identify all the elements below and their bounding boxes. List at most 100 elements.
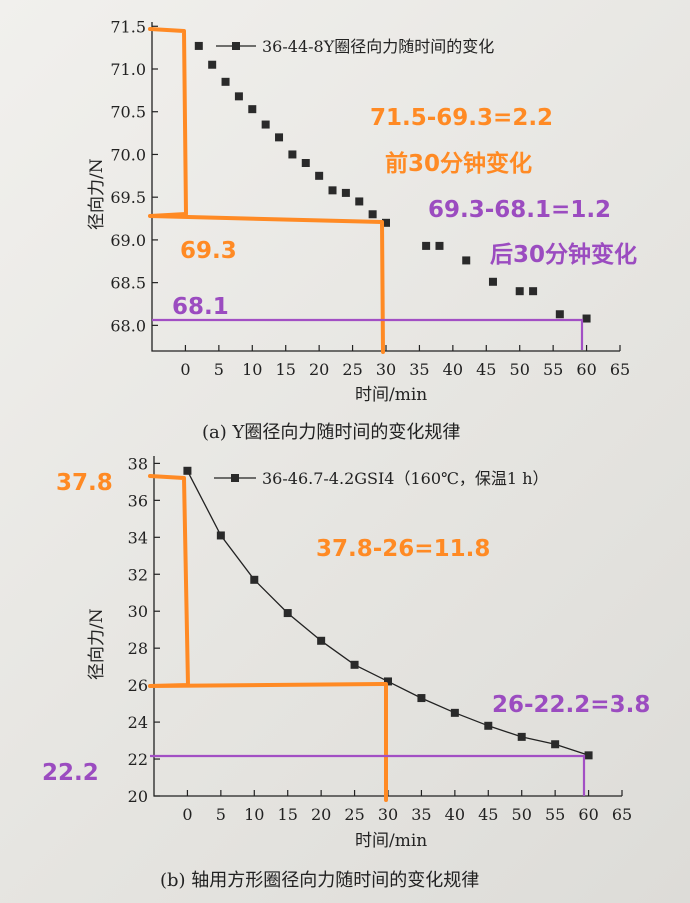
- legend-a-label: 36-44-8Y圈径向力随时间的变化: [262, 37, 494, 56]
- x-tick-label: 35: [409, 360, 429, 379]
- x-tick-label: 15: [276, 360, 296, 379]
- y-tick-label: 20: [128, 787, 148, 806]
- data-point: [382, 218, 390, 227]
- x-tick-label: 55: [545, 805, 565, 824]
- x-tick-label: 30: [376, 360, 396, 379]
- chart-panel-b: 0 5 10 15 20 25 30 35 40 45 50 55 60 65 20 22 24 26 28 30 3…: [42, 454, 650, 891]
- y-tick-label: 34: [128, 528, 148, 547]
- x-tick-label: 0: [182, 805, 192, 824]
- y-tick-label: 68.5: [110, 274, 146, 293]
- data-point: [328, 186, 337, 195]
- data-point: [488, 277, 497, 286]
- data-point: [435, 241, 444, 250]
- caption-b: (b) 轴用方形圈径向力随时间的变化规律: [160, 870, 479, 891]
- annot-b-end-value: 22.2: [42, 760, 99, 786]
- x-tick-label: 10: [242, 360, 262, 379]
- x-tick-label: 50: [512, 805, 532, 824]
- axes-a: [151, 22, 620, 352]
- data-point: [341, 188, 350, 197]
- x-axis-title-a: 时间/min: [355, 385, 427, 405]
- data-point: [221, 77, 230, 86]
- y-tick-label: 69.0: [110, 231, 146, 250]
- data-point: [183, 466, 192, 475]
- x-tick-label: 10: [244, 805, 264, 824]
- legend-a-marker: [232, 42, 240, 50]
- annot-a-first-note: 前30分钟变化: [385, 150, 532, 177]
- x-tick-label: 5: [214, 360, 224, 379]
- x-tick-label: 60: [578, 805, 598, 824]
- y-tick-label: 70.5: [110, 103, 146, 122]
- x-tick-label: 25: [342, 360, 362, 379]
- y-tick-label: 30: [128, 602, 148, 621]
- data-point: [529, 287, 538, 296]
- highlight-b-orange: [148, 474, 388, 802]
- x-tick-label: 60: [576, 360, 596, 379]
- annot-b-second-diff: 26-22.2=3.8: [492, 692, 650, 718]
- highlight-a-purple: [152, 318, 584, 350]
- data-point: [216, 531, 225, 540]
- data-point: [422, 241, 431, 250]
- data-point: [484, 721, 493, 730]
- data-point: [384, 677, 392, 686]
- x-tick-label: 50: [510, 360, 530, 379]
- data-point: [208, 60, 217, 69]
- data-point: [417, 694, 426, 703]
- x-tick-label: 40: [445, 805, 465, 824]
- y-axis-title-b: 径向力/N: [87, 608, 107, 680]
- data-point: [317, 636, 326, 645]
- y-tick-label: 70.0: [110, 145, 146, 164]
- highlight-b-purple: [150, 754, 586, 796]
- x-tick-label: 20: [311, 805, 331, 824]
- data-point: [551, 740, 560, 749]
- y-tick-label: 26: [128, 676, 148, 695]
- y-tick-label: 24: [128, 713, 148, 732]
- data-point: [584, 751, 593, 760]
- annot-a-second-note: 后30分钟变化: [490, 241, 637, 268]
- y-tick-label: 68.0: [110, 316, 146, 335]
- annot-a-first-diff: 71.5-69.3=2.2: [370, 105, 553, 131]
- data-point: [315, 171, 324, 180]
- annot-b-start-value: 37.8: [56, 470, 113, 496]
- highlight-a-orange: [148, 27, 385, 354]
- x-tick-label: 65: [610, 360, 630, 379]
- y-tick-label: 28: [128, 639, 148, 658]
- data-point: [234, 92, 243, 101]
- x-tick-label: 0: [180, 360, 190, 379]
- data-point: [582, 314, 591, 323]
- y-axis-title-a: 径向力/N: [87, 158, 107, 230]
- data-point: [368, 210, 377, 219]
- annot-a-second-diff: 69.3-68.1=1.2: [428, 197, 611, 223]
- x-tick-label: 25: [344, 805, 364, 824]
- x-tick-label: 15: [278, 805, 298, 824]
- y-tick-label: 71.0: [110, 60, 146, 79]
- legend-b-marker: [231, 474, 239, 482]
- y-tick-label: 32: [128, 565, 148, 584]
- data-point: [283, 609, 292, 618]
- annot-b-first-diff: 37.8-26=11.8: [316, 536, 490, 562]
- data-point: [462, 256, 471, 265]
- x-tick-label: 65: [612, 805, 632, 824]
- data-point: [350, 660, 359, 669]
- caption-a: (a) Y圈径向力随时间的变化规律: [202, 422, 460, 443]
- y-tick-label: 71.5: [110, 17, 146, 36]
- data-point: [515, 287, 524, 296]
- x-tick-label: 55: [543, 360, 563, 379]
- data-point: [288, 150, 297, 159]
- data-point: [450, 708, 459, 717]
- y-tick-label: 69.5: [110, 188, 146, 207]
- data-point: [275, 133, 284, 142]
- annot-a-end-value: 68.1: [172, 294, 229, 320]
- data-point: [250, 575, 259, 584]
- data-point: [555, 310, 564, 319]
- y-tick-label: 36: [128, 491, 148, 510]
- x-tick-label: 45: [476, 360, 496, 379]
- data-point: [355, 197, 364, 206]
- data-point: [248, 105, 257, 114]
- x-tick-label: 20: [309, 360, 329, 379]
- x-tick-label: 35: [411, 805, 431, 824]
- x-tick-label: 5: [216, 805, 226, 824]
- data-point: [301, 159, 310, 167]
- x-axis-title-b: 时间/min: [355, 831, 427, 851]
- x-tick-label: 40: [443, 360, 463, 379]
